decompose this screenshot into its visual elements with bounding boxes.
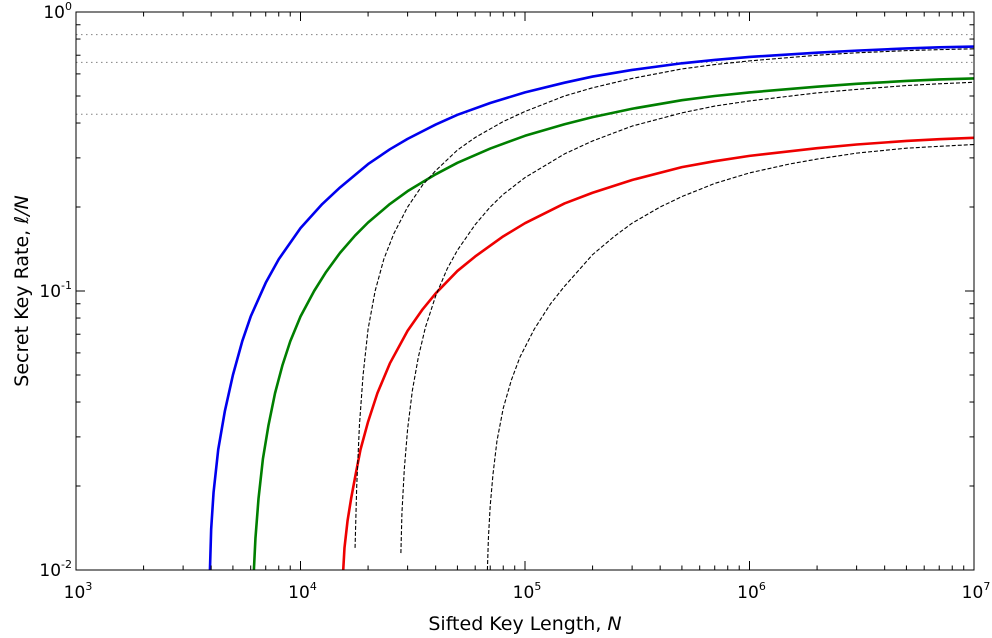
plot-area (76, 12, 974, 570)
solid-curve-2 (252, 77, 974, 570)
dashed-curve-4 (354, 48, 974, 548)
dashed-curve-6 (486, 143, 974, 570)
y-axis-title: Secret Key Rate, ℓ/N (11, 195, 33, 386)
y-tick-label--1: 10-1 (39, 279, 72, 302)
x-tick-label-5-exponent: 5 (534, 580, 541, 593)
y-tick-label--1-exponent: -1 (61, 279, 72, 292)
x-tick-label-3: 103 (64, 580, 93, 603)
x-axis-title-text: Sifted Key Length, (428, 613, 607, 635)
y-axis-title-text: Secret Key Rate, (11, 224, 33, 387)
y-axis-title-var: ℓ/N (11, 195, 33, 224)
y-tick-label-0-base: 10 (43, 3, 65, 23)
x-tick-label-4-base: 10 (288, 583, 310, 603)
y-tick-label--2: 10-2 (39, 558, 72, 581)
x-tick-label-4: 104 (288, 580, 317, 603)
solid-curve-1 (208, 45, 974, 570)
x-tick-label-5-base: 10 (513, 583, 535, 603)
x-tick-label-6-base: 10 (737, 583, 759, 603)
plot-frame (75, 11, 975, 571)
dashed-curve-5 (400, 81, 974, 554)
y-tick-label--2-base: 10 (39, 561, 61, 581)
x-axis-title: Sifted Key Length, N (428, 613, 621, 635)
x-tick-label-3-base: 10 (64, 583, 86, 603)
y-tick-label-0-exponent: 0 (65, 0, 72, 13)
x-tick-label-6-exponent: 6 (759, 580, 766, 593)
x-tick-label-7: 107 (962, 580, 991, 603)
y-tick-label-0: 100 (43, 0, 72, 23)
x-tick-label-3-exponent: 3 (85, 580, 92, 593)
x-tick-label-7-exponent: 7 (983, 580, 990, 593)
x-tick-label-7-base: 10 (962, 583, 984, 603)
x-tick-label-5: 105 (513, 580, 542, 603)
series-group (208, 45, 974, 570)
x-tick-label-6: 106 (737, 580, 766, 603)
x-axis-title-var: N (607, 613, 621, 635)
x-tick-label-4-exponent: 4 (310, 580, 317, 593)
y-tick-label--2-exponent: -2 (61, 558, 72, 571)
y-tick-label--1-base: 10 (39, 282, 61, 302)
